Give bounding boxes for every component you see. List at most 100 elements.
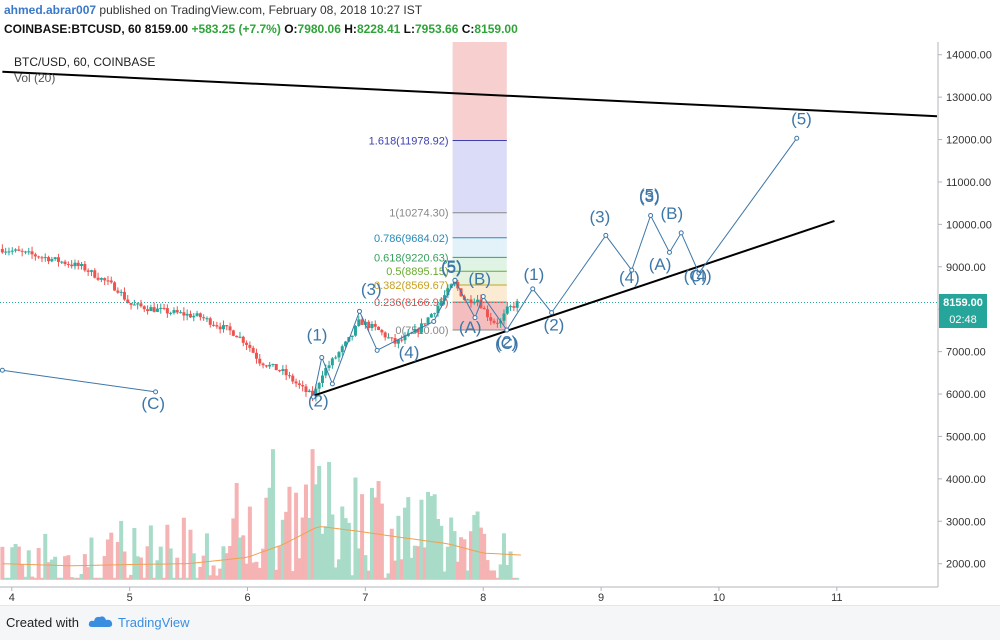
candle-body [350,335,354,337]
price-axis[interactable]: 2000.00 3000.00 4000.00 5000.00 6000.00 7000.… [938,50,992,571]
candle-body [208,318,212,325]
volume-bar [399,559,404,580]
candle-body [291,375,295,382]
volume-bar [66,555,71,580]
time-tick-label: 7 [362,592,368,604]
chart-area[interactable]: 0(7510.00)0.236(8166.98)0.382(8569.67)0.… [0,42,1000,605]
candle-body [482,307,486,310]
candle-body [423,323,427,325]
candle-body [188,313,192,318]
time-axis[interactable]: 4 5 6 7 8 9 10 11 [9,587,843,604]
fib-band [452,285,507,303]
candle-body [47,257,51,262]
fib-band [452,271,507,286]
volume-bar [379,503,384,580]
wave-label: (5) [791,110,812,129]
candle-body [284,369,288,376]
candle-body [14,249,18,251]
volume-bar [432,494,437,580]
elliott-waves[interactable] [0,135,800,400]
volume-bar [501,533,506,580]
volume-bar [155,560,160,580]
volume-bar [511,577,516,580]
volume-bar [234,483,239,580]
candle-body [149,307,153,312]
volume-bar [72,577,77,580]
volume-bar [247,506,252,580]
wave-label: (A) [459,318,482,337]
volume-bar [452,531,457,580]
wave-point [696,270,702,276]
wave-label: (A) [649,255,672,274]
candle-body [43,257,47,259]
candle-body [446,287,450,296]
volume-bar [86,567,91,580]
volume-bar [82,554,87,580]
volume-bar [102,556,107,580]
volume-bar [317,465,322,580]
close-label: C: [461,22,475,36]
fib-band [452,237,507,258]
volume-bar [327,461,332,580]
candle-body [89,270,93,272]
candle-body [377,326,381,330]
volume-bar [6,577,11,580]
candle-body [344,341,348,347]
wave-label: (3) [590,207,611,226]
wave-label: (1) [307,326,328,345]
candle-body [83,263,87,271]
volume-bar [115,542,120,580]
candle-body [245,342,249,345]
volume-bar [228,545,233,580]
volume-bar [171,577,176,580]
volume-bar [383,577,388,580]
volume-bar [472,515,477,580]
candle-body [258,358,262,364]
volume-bar [320,533,325,580]
candle-body [357,319,361,326]
candle-body [218,326,222,330]
candle-body [373,323,377,327]
volume-bar [59,577,64,580]
volume-bar [49,559,54,580]
candle-body [155,308,159,312]
price-tick-label: 5000.00 [946,431,986,443]
volume-bar [185,577,190,580]
candle-body [50,259,54,262]
candle-body [311,390,315,398]
price-tick-label: 7000.00 [946,347,986,359]
volume-bar [340,506,345,580]
price-tick-label: 3000.00 [946,516,986,528]
candle-body [261,363,265,366]
volume-bar [442,571,447,580]
candle-body [502,313,506,321]
candle-body [56,257,60,262]
candle-body [439,300,443,306]
candle-body [132,304,136,306]
footer-bar: Created with TradingView [0,605,1000,640]
wave-point [629,267,635,273]
volume-bar [122,551,127,580]
volume-legend: Vol (20) [14,71,55,85]
author-link[interactable]: ahmed.abrar007 [4,3,97,17]
candle-body [202,317,206,319]
fib-level-label: 0.382(8569.67) [374,280,449,292]
time-tick-label: 11 [831,592,842,604]
candle-body [320,375,324,383]
volume-bar [343,518,348,580]
volume-bar [366,570,371,580]
last-price-tag: 8159.00 02:48 [939,294,987,328]
trendlines[interactable] [2,70,938,397]
volume-bar [475,511,480,580]
volume-bar [231,518,236,580]
volume-bar [92,577,97,580]
tradingview-link[interactable]: TradingView [118,615,190,630]
wave-point [431,318,437,324]
volume-bar [96,577,101,580]
time-tick-label: 9 [598,592,604,604]
volume-bar [350,575,355,580]
volume-bar [307,517,312,580]
candle-body [139,303,143,307]
candle-body [169,312,173,314]
candle-body [192,315,196,318]
